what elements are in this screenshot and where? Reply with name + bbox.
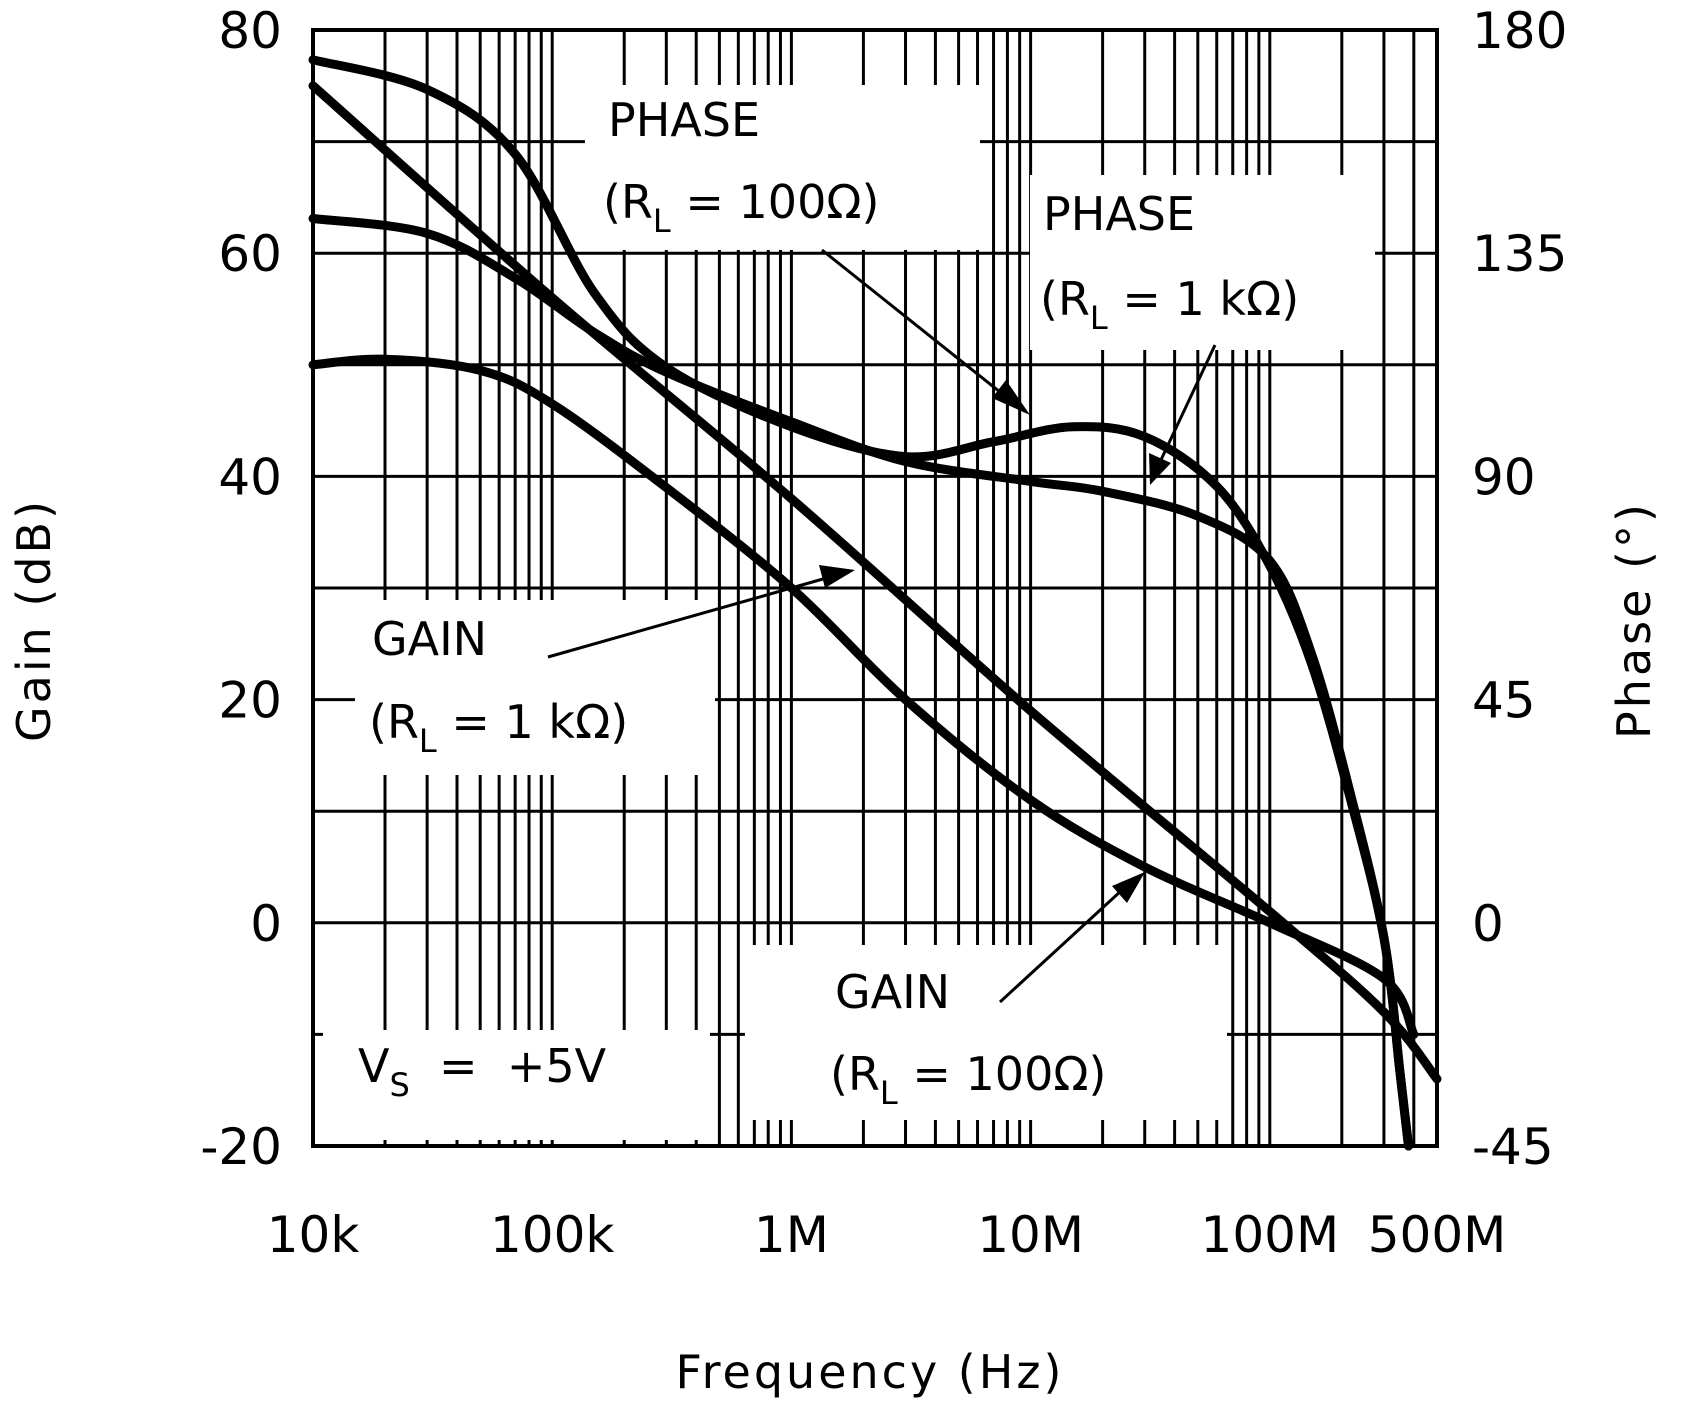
arrowhead-gain-1k [819, 565, 855, 588]
label-bg-phase-100 [585, 85, 980, 250]
label-bg-gain-1k [355, 600, 715, 775]
y-tick-label-right: 135 [1472, 225, 1567, 283]
x-tick-label: 100M [1201, 1206, 1340, 1264]
curves [308, 55, 1442, 1151]
tick-labels: 10k 100k 1M 10M 100M 500M 80 60 40 20 0 -20 180 135 90… [200, 2, 1567, 1264]
series-line-3 [308, 354, 1419, 1039]
y-tick-label-left: 60 [218, 225, 282, 283]
arrowhead-gain-100 [1112, 872, 1145, 903]
y-tick-label-right: 0 [1472, 895, 1504, 953]
label-bg-vs [323, 1030, 710, 1140]
arrow-phase-1k [1158, 344, 1217, 463]
y-tick-label-right: 45 [1472, 672, 1536, 730]
y-tick-label-left: 0 [250, 895, 282, 953]
arrow-gain-100 [998, 888, 1124, 1004]
y-tick-label-right: 90 [1472, 448, 1536, 506]
label-bg-gain-100 [745, 945, 1227, 1120]
gain-1k-label-line2: (RL = 1 kΩ) [369, 695, 628, 760]
x-tick-label: 100k [490, 1206, 614, 1264]
y-tick-label-left: 80 [218, 2, 282, 60]
x-tick-label: 500M [1368, 1206, 1507, 1264]
y-tick-label-right: -45 [1472, 1118, 1554, 1176]
y-tick-label-right: 180 [1472, 2, 1567, 60]
supply-voltage-label: VS = +5V [358, 1039, 607, 1104]
arrowhead-phase-100 [992, 380, 1030, 415]
x-tick-label: 1M [754, 1206, 829, 1264]
y-axis-label-right: Phase (°) [1607, 501, 1661, 739]
x-axis-label: Frequency (Hz) [676, 1345, 1065, 1399]
plot-frame [311, 28, 1439, 1148]
arrowhead-phase-1k [1149, 453, 1171, 485]
arrow-phase-100 [821, 248, 1011, 402]
phase-1k-label-line1: PHASE [1043, 187, 1195, 241]
phase-100-label-line2: (RL = 100Ω) [603, 175, 879, 240]
label-bg-phase-1k [1030, 175, 1375, 350]
gain-100-label-line2: (RL = 100Ω) [830, 1047, 1106, 1112]
arrow-gain-1k [547, 575, 831, 659]
series-line-2 [308, 81, 1442, 1084]
phase-100-label-line1: PHASE [608, 93, 760, 147]
y-tick-label-left: -20 [200, 1118, 282, 1176]
y-axis-label-left: Gain (dB) [7, 498, 61, 742]
y-tick-label-left: 40 [218, 448, 282, 506]
x-tick-label: 10k [267, 1206, 360, 1264]
annotation-arrows [547, 248, 1217, 1004]
y-tick-label-left: 20 [218, 672, 282, 730]
gain-100-label-line1: GAIN [835, 965, 950, 1019]
gain-1k-label-line1: GAIN [372, 612, 487, 666]
x-tick-label: 10M [977, 1206, 1084, 1264]
phase-1k-label-line2: (RL = 1 kΩ) [1040, 272, 1299, 337]
